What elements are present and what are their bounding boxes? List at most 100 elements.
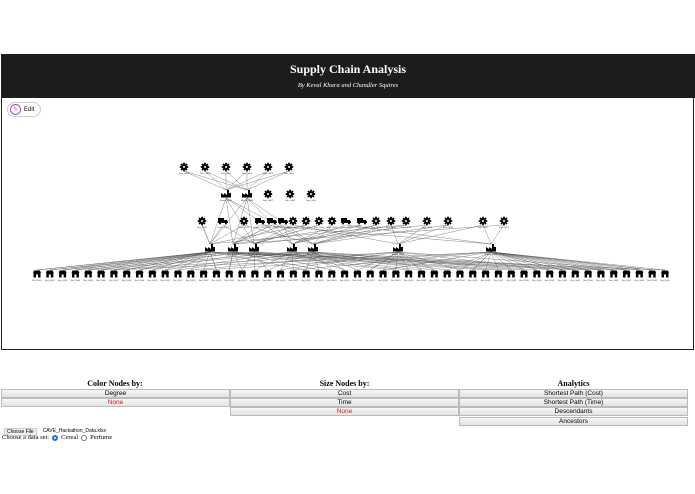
retail-icon[interactable] bbox=[622, 270, 631, 278]
gear-icon[interactable] bbox=[242, 162, 252, 172]
factory-icon[interactable] bbox=[287, 244, 297, 252]
retail-icon[interactable] bbox=[481, 270, 490, 278]
edit-button[interactable]: ✎ Edit bbox=[7, 102, 42, 117]
truck-icon[interactable] bbox=[267, 218, 277, 225]
size-cost-button[interactable]: Cost bbox=[230, 389, 459, 398]
gear-icon[interactable] bbox=[179, 162, 189, 172]
retail-icon[interactable] bbox=[404, 270, 413, 278]
retail-icon[interactable] bbox=[609, 270, 618, 278]
cereal-radio[interactable] bbox=[52, 434, 59, 441]
factory-icon[interactable] bbox=[249, 244, 259, 252]
retail-icon[interactable] bbox=[430, 270, 439, 278]
shortest-path-cost-button[interactable]: Shortest Path (Cost) bbox=[459, 389, 688, 398]
retail-icon[interactable] bbox=[455, 270, 464, 278]
retail-icon[interactable] bbox=[340, 270, 349, 278]
gear-icon[interactable] bbox=[239, 216, 249, 226]
retail-icon[interactable] bbox=[122, 270, 131, 278]
gear-icon[interactable] bbox=[499, 216, 509, 226]
factory-icon[interactable] bbox=[242, 190, 252, 198]
gear-icon[interactable] bbox=[200, 162, 210, 172]
color-degree-button[interactable]: Degree bbox=[1, 389, 230, 398]
retail-icon[interactable] bbox=[545, 270, 554, 278]
retail-icon[interactable] bbox=[391, 270, 400, 278]
perfume-radio[interactable] bbox=[81, 434, 88, 441]
retail-icon[interactable] bbox=[571, 270, 580, 278]
gear-icon[interactable] bbox=[284, 162, 294, 172]
ancestors-button[interactable]: Ancestors bbox=[459, 417, 688, 426]
retail-icon[interactable] bbox=[379, 270, 388, 278]
retail-icon[interactable] bbox=[648, 270, 657, 278]
retail-icon[interactable] bbox=[161, 270, 170, 278]
descendants-button[interactable]: Descendants bbox=[459, 407, 688, 416]
retail-icon[interactable] bbox=[289, 270, 298, 278]
retail-icon[interactable] bbox=[225, 270, 234, 278]
retail-icon[interactable] bbox=[558, 270, 567, 278]
retail-icon[interactable] bbox=[314, 270, 323, 278]
retail-icon[interactable] bbox=[238, 270, 247, 278]
factory-icon[interactable] bbox=[221, 190, 231, 198]
gear-icon[interactable] bbox=[285, 189, 295, 199]
retail-icon[interactable] bbox=[263, 270, 272, 278]
retail-icon[interactable] bbox=[661, 270, 669, 278]
color-none-button[interactable]: None bbox=[1, 398, 230, 407]
retail-icon[interactable] bbox=[58, 270, 67, 278]
shortest-path-time-button[interactable]: Shortest Path (Time) bbox=[459, 398, 688, 407]
gear-icon[interactable] bbox=[327, 216, 337, 226]
factory-icon[interactable] bbox=[393, 244, 403, 252]
factory-icon[interactable] bbox=[205, 244, 215, 252]
retail-icon[interactable] bbox=[135, 270, 144, 278]
retail-icon[interactable] bbox=[276, 270, 285, 278]
retail-icon[interactable] bbox=[417, 270, 426, 278]
gear-icon[interactable] bbox=[221, 162, 231, 172]
retail-icon[interactable] bbox=[302, 270, 311, 278]
retail-icon[interactable] bbox=[507, 270, 516, 278]
retail-icon[interactable] bbox=[468, 270, 477, 278]
retail-icon[interactable] bbox=[97, 270, 106, 278]
factory-icon[interactable] bbox=[486, 244, 496, 252]
gear-icon[interactable] bbox=[197, 216, 207, 226]
retail-icon[interactable] bbox=[33, 270, 41, 278]
gear-icon[interactable] bbox=[263, 162, 273, 172]
retail-icon[interactable] bbox=[84, 270, 93, 278]
retail-icon[interactable] bbox=[212, 270, 221, 278]
retail-icon[interactable] bbox=[494, 270, 503, 278]
gear-icon[interactable] bbox=[263, 189, 273, 199]
retail-icon[interactable] bbox=[584, 270, 593, 278]
gear-icon[interactable] bbox=[386, 216, 396, 226]
graph-panel[interactable]: Sup_0001 Sup_0002 Sup_0003 Sup_0004 Sup_0005… bbox=[1, 98, 694, 350]
gear-icon[interactable] bbox=[314, 216, 324, 226]
gear-icon[interactable] bbox=[306, 189, 316, 199]
gear-icon[interactable] bbox=[478, 216, 488, 226]
truck-icon[interactable] bbox=[218, 218, 228, 225]
gear-icon[interactable] bbox=[422, 216, 432, 226]
retail-icon[interactable] bbox=[635, 270, 644, 278]
truck-icon[interactable] bbox=[255, 218, 265, 225]
gear-icon[interactable] bbox=[401, 216, 411, 226]
gear-icon[interactable] bbox=[301, 216, 311, 226]
retail-icon[interactable] bbox=[199, 270, 208, 278]
gear-icon[interactable] bbox=[443, 216, 453, 226]
retail-icon[interactable] bbox=[596, 270, 605, 278]
retail-icon[interactable] bbox=[186, 270, 195, 278]
retail-icon[interactable] bbox=[366, 270, 375, 278]
factory-icon[interactable] bbox=[308, 244, 318, 252]
retail-icon[interactable] bbox=[148, 270, 157, 278]
size-time-button[interactable]: Time bbox=[230, 398, 459, 407]
truck-icon[interactable] bbox=[341, 218, 351, 225]
retail-icon[interactable] bbox=[109, 270, 118, 278]
gear-icon[interactable] bbox=[288, 216, 298, 226]
retail-icon[interactable] bbox=[173, 270, 182, 278]
retail-icon[interactable] bbox=[443, 270, 452, 278]
retail-icon[interactable] bbox=[532, 270, 541, 278]
truck-icon[interactable] bbox=[357, 218, 367, 225]
size-none-button[interactable]: None bbox=[230, 407, 459, 416]
retail-icon[interactable] bbox=[45, 270, 54, 278]
supply-chain-graph[interactable]: Sup_0001 Sup_0002 Sup_0003 Sup_0004 Sup_0005… bbox=[2, 98, 693, 349]
truck-icon[interactable] bbox=[278, 218, 288, 225]
gear-icon[interactable] bbox=[371, 216, 381, 226]
retail-icon[interactable] bbox=[250, 270, 259, 278]
retail-icon[interactable] bbox=[71, 270, 80, 278]
retail-icon[interactable] bbox=[327, 270, 336, 278]
retail-icon[interactable] bbox=[520, 270, 529, 278]
factory-icon[interactable] bbox=[228, 244, 238, 252]
